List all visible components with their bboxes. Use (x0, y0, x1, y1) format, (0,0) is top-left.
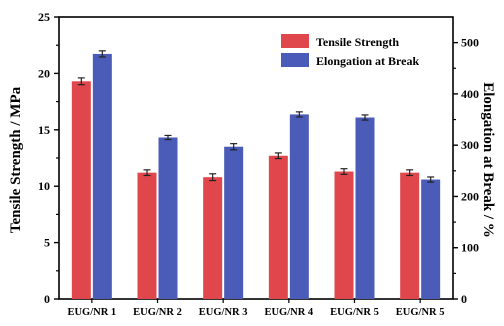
bar-tensile-strength-1 (71, 81, 91, 300)
right-y-tick-label: 500 (461, 36, 479, 50)
error-bar-elongation-at-break-5 (361, 114, 369, 121)
bars-layer (71, 53, 441, 300)
bar-tensile-strength-3 (203, 177, 223, 299)
bar-elongation-at-break-5 (355, 117, 375, 300)
left-y-axis: 0 5 10 15 20 25 (38, 10, 59, 306)
error-bar-tensile-strength-4 (274, 152, 282, 160)
bar-tensile-strength-2 (137, 172, 157, 299)
error-bar-tensile-strength-6 (406, 169, 414, 177)
error-bars-layer (77, 50, 435, 183)
error-bar-tensile-strength-2 (143, 169, 151, 177)
right-y-tick-label: 0 (461, 292, 467, 306)
bar-tensile-strength-5 (334, 171, 354, 299)
right-y-tick-label: 300 (461, 138, 479, 152)
legend-swatch-elongation-at-break (281, 53, 309, 67)
error-bar-tensile-strength-1 (77, 77, 85, 86)
error-bar-tensile-strength-3 (209, 173, 217, 182)
error-bar-elongation-at-break-2 (164, 134, 172, 141)
x-tick-label: EUG/NR 2 (133, 307, 182, 318)
legend-swatch-tensile-strength (281, 34, 309, 48)
error-bar-tensile-strength-5 (340, 168, 348, 175)
right-y-tick-label: 400 (461, 87, 479, 101)
error-bar-elongation-at-break-6 (427, 176, 435, 183)
right-y-axis-title: Elongation at Break / % (480, 82, 496, 238)
legend-label-elongation-at-break: Elongation at Break (316, 54, 419, 68)
bar-elongation-at-break-1 (92, 53, 112, 299)
x-tick-label: EUG/NR 3 (199, 307, 248, 318)
x-axis: EUG/NR 1 EUG/NR 2 EUG/NR 3 EUG/NR 4 EUG/NR 5… (67, 299, 445, 318)
right-y-axis: 0 100 200 300 400 500 (453, 36, 479, 306)
left-y-tick-label: 25 (38, 10, 50, 24)
error-bar-elongation-at-break-4 (295, 111, 303, 118)
x-tick-label: EUG/NR 5 (396, 307, 445, 318)
x-tick-label: EUG/NR 1 (67, 307, 116, 318)
x-tick-label: EUG/NR 4 (264, 307, 313, 318)
right-y-tick-label: 200 (461, 189, 479, 203)
legend: Tensile Strength Elongation at Break (281, 34, 419, 68)
bar-elongation-at-break-4 (289, 114, 309, 299)
bar-elongation-at-break-2 (158, 137, 178, 299)
left-y-tick-label: 15 (38, 123, 50, 137)
bar-tensile-strength-6 (400, 172, 420, 299)
error-bar-elongation-at-break-1 (98, 50, 106, 58)
bar-elongation-at-break-3 (224, 146, 244, 299)
left-y-tick-label: 0 (44, 292, 50, 306)
legend-label-tensile-strength: Tensile Strength (316, 35, 399, 49)
left-y-tick-label: 5 (44, 236, 50, 250)
error-bar-elongation-at-break-3 (230, 143, 238, 151)
bar-tensile-strength-4 (268, 155, 288, 299)
left-y-tick-label: 10 (38, 179, 50, 193)
bar-elongation-at-break-6 (421, 179, 441, 299)
left-y-axis-title: Tensile Strength / MPa (8, 86, 24, 233)
x-tick-label: EUG/NR 5 (330, 307, 379, 318)
left-y-tick-label: 20 (38, 66, 50, 80)
right-y-tick-label: 100 (461, 241, 479, 255)
